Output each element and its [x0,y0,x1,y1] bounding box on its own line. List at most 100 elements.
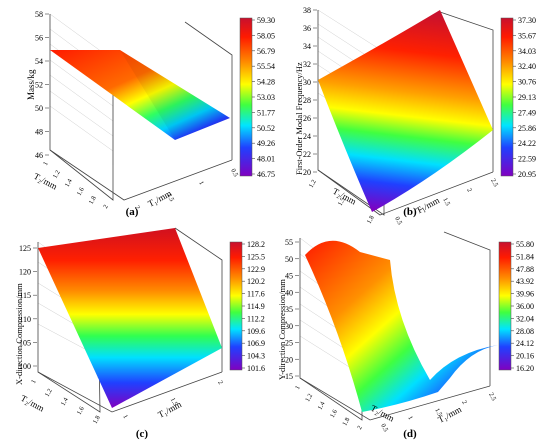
panel-a-colorbar-ticks: 59.30 58.05 56.79 55.54 54.28 53.03 51.77 50.52… [252,16,275,179]
x-tick-label: 0.5 [379,423,389,433]
y-tick-label: 1.2 [308,179,318,189]
y-tick-label: 2 [102,204,110,210]
z-tick-label: 35 [285,305,293,314]
colorbar-tick-label: 109.6 [247,327,265,336]
colorbar-tick-label: 25.86 [518,124,536,133]
panel-d-label: (d) [403,428,417,440]
panel-a-zlabel: Mass/kg [26,69,36,100]
panel-b-z-ticks: 20 22 24 26 28 30 32 34 36 38 [303,6,317,177]
x-tick-label: 2 [460,399,468,405]
colorbar-tick-label: 56.79 [257,47,275,56]
z-tick-label: 45 [285,272,293,281]
colorbar-tick-label: 101.6 [247,364,265,373]
z-tick-label: 26 [303,114,311,123]
panel-c-label: (c) [136,428,149,440]
y-tick-label: 1.6 [76,186,86,197]
z-tick-label: 46 [35,151,43,160]
z-tick-label: 105 [19,338,31,347]
panel-d-zlabel: Y-direction Compression/mm [277,279,287,380]
panel-a-y-ticks: 11.21.41.61.8 2 [42,161,110,210]
colorbar-tick-label: 29.13 [518,93,536,102]
colorbar-tick-label: 28.08 [516,327,534,336]
colorbar-tick-label: 55.80 [516,240,534,249]
panel-a-x-ticks: 2 1.5 1 0.5 [133,168,239,211]
colorbar-tick-label: 30.76 [518,78,536,87]
colorbar-tick-label: 36.00 [516,302,534,311]
panel-c-xlabel: T₁/mm [156,399,183,420]
z-tick-label: 15 [285,372,293,381]
colorbar-tick-label: 27.49 [518,108,536,117]
panel-b-zlabel: First-Order Modal Frequency/Hz [294,62,304,175]
z-tick-label: 36 [303,24,311,33]
colorbar-tick-label: 106.9 [247,339,265,348]
panel-b-colorbar-ticks: 37.30 35.67 34.03 32.40 30.76 29.13 27.49 25.86… [513,16,536,179]
y-tick-label: 1 [294,385,302,391]
panel-b-colorbar [500,17,514,177]
z-tick-label: 50 [35,104,43,113]
colorbar-tick-label: 32.04 [516,314,534,323]
colorbar-tick-label: 34.03 [518,47,536,56]
colorbar-tick-label: 37.30 [518,16,536,25]
colorbar-tick-label: 24.12 [516,339,534,348]
z-tick-label: 38 [303,6,311,15]
z-tick-label: 22 [303,150,311,159]
panel-b-surface [318,10,493,212]
z-tick-label: 30 [303,78,311,87]
y-tick-label: 1 [30,379,38,385]
colorbar-tick-label: 58.05 [257,31,275,40]
colorbar-tick-label: 125.5 [247,252,265,261]
x-tick-label: 0.5 [393,216,403,226]
panel-a-surface [50,50,230,140]
panel-b-xlabel: T₁/mm [414,195,441,216]
y-tick-label: 2 [356,425,364,431]
y-tick-label: 1.4 [317,400,327,411]
z-tick-label: 20 [285,355,293,364]
colorbar-tick-label: 48.01 [257,155,275,164]
x-tick-label: 1 [417,206,425,212]
colorbar-tick-label: 51.84 [516,252,534,261]
z-tick-label: 28 [303,96,311,105]
colorbar-tick-label: 24.22 [518,139,536,148]
z-tick-label: 32 [303,60,311,69]
panel-a-label: (a) [126,206,139,218]
colorbar-tick-label: 122.9 [247,265,265,274]
z-tick-label: 25 [285,339,293,348]
z-tick-label: 56 [35,34,43,43]
panel-c-x-ticks: 11.52 [121,380,224,420]
y-tick-label: 1.4 [64,177,74,188]
colorbar-tick-label: 22.59 [518,155,536,164]
colorbar-tick-label: 39.96 [516,290,534,299]
z-tick-label: 24 [303,132,311,141]
y-tick-label: 1.8 [341,417,351,427]
x-tick-label: 1 [197,180,205,186]
z-tick-label: 40 [285,288,293,297]
colorbar-tick-label: 51.77 [257,108,275,117]
y-tick-label: 1.8 [366,215,376,225]
z-tick-label: 50 [285,255,293,264]
colorbar-tick-label: 117.6 [247,290,265,299]
x-tick-label: 2 [133,205,141,211]
z-tick-label: 110 [19,315,31,324]
x-tick-label: 2.5 [489,178,499,188]
colorbar-tick-label: 59.30 [257,16,275,25]
colorbar-tick-label: 54.28 [257,78,275,87]
colorbar-tick-label: 49.26 [257,139,275,148]
z-tick-label: 120 [19,268,31,277]
panel-c-zlabel: X-direction Compression/mm [14,283,24,385]
panel-c-colorbar [229,241,243,371]
y-tick-label: 1.4 [60,396,70,407]
x-tick-label: 2 [465,187,473,193]
y-tick-label: 1.2 [44,388,54,398]
colorbar-tick-label: 16.20 [516,364,534,373]
y-tick-label: 1.2 [304,393,314,403]
colorbar-tick-label: 50.52 [257,124,275,133]
panel-c-z-ticks: 100 105 110 115 120 125 [19,244,37,371]
panel-c-surface [38,228,222,408]
y-tick-label: 1 [42,161,50,167]
x-tick-label: 1 [121,414,129,420]
colorbar-tick-label: 55.54 [257,62,275,71]
z-tick-label: 48 [35,128,43,137]
